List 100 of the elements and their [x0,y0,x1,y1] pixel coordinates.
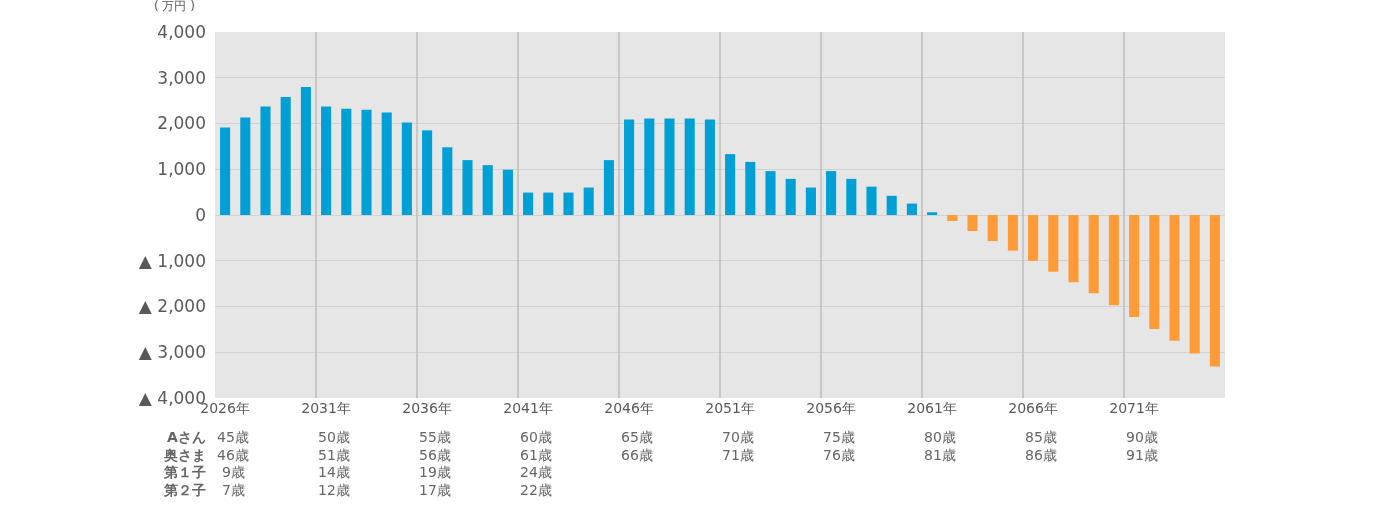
bar [563,192,574,215]
x-tick-label: 2041年 [503,400,553,416]
bar [765,171,776,215]
x-tick-label: 2066年 [1008,400,1058,416]
bar [1189,215,1200,354]
bar [300,86,311,215]
text: 第２子 [163,482,206,498]
bar [927,212,938,215]
y-tick-label: 3,000 [157,67,206,88]
bar [220,127,231,215]
bar [624,119,635,215]
text: 19歳 [419,464,451,480]
bar [866,186,877,215]
y-tick-label: 2,000 [157,113,206,134]
bar [826,171,837,215]
bar [381,112,392,215]
text: 55歳 [419,429,451,445]
bar [260,106,271,215]
bar [240,117,251,215]
text: 50歳 [318,429,350,445]
bar [502,169,513,215]
bar [1149,215,1160,329]
text: 85歳 [1025,429,1057,445]
bar [906,203,917,215]
text: 76歳 [823,447,855,463]
text: 75歳 [823,429,855,445]
x-tick-label: 2061年 [907,400,957,416]
text: 22歳 [520,482,552,498]
y-axis-title: ( 万円 ) [154,0,195,13]
bar [644,118,655,215]
text: 7歳 [222,482,245,498]
bar [684,118,695,215]
bar [664,118,675,215]
bar [745,161,756,215]
bar [785,178,796,215]
text: 60歳 [520,429,552,445]
bar [805,187,816,215]
text: 90歳 [1126,429,1158,445]
bar [422,130,433,215]
text: 17歳 [419,482,451,498]
bar [704,119,715,215]
bar [1169,215,1180,341]
y-tick-label: ▲ 3,000 [138,342,206,363]
text: 14歳 [318,464,350,480]
bar [401,122,412,215]
bar [321,106,332,215]
bar [725,154,736,215]
bar [1088,215,1099,294]
text: 91歳 [1126,447,1158,463]
y-tick-label: 0 [195,204,206,225]
bar [947,215,958,221]
bar [1028,215,1039,261]
bar [1048,215,1059,272]
x-tick-label: 2056年 [806,400,856,416]
bar [462,160,473,215]
text: 66歳 [621,447,653,463]
bar [361,109,372,215]
bar [967,215,978,232]
x-tick-label: 2031年 [301,400,351,416]
text: 46歳 [217,447,249,463]
text: 12歳 [318,482,350,498]
text: 45歳 [217,429,249,445]
x-tick-label: 2046年 [604,400,654,416]
text: 71歳 [722,447,754,463]
bar [583,187,594,215]
bar [846,178,857,215]
x-tick-label: 2036年 [402,400,452,416]
y-tick-label: 1,000 [157,159,206,180]
text: Aさん [167,429,206,445]
bar [1007,215,1018,251]
text: 第１子 [163,464,206,480]
text: 70歳 [722,429,754,445]
x-tick-label: 2071年 [1109,400,1159,416]
text: 56歳 [419,447,451,463]
bar [280,96,291,215]
bar [1209,215,1220,367]
text: 65歳 [621,429,653,445]
y-tick-label: 4,000 [157,21,206,42]
bar [543,192,554,215]
text: 奥さま [163,447,206,463]
bar [886,195,897,215]
bar [341,108,352,215]
bar [603,160,614,215]
y-tick-label: ▲ 1,000 [138,250,206,271]
bar [1108,215,1119,306]
bar [442,147,453,215]
bar [523,192,534,215]
text: 86歳 [1025,447,1057,463]
text: 9歳 [222,464,245,480]
text: 24歳 [520,464,552,480]
bar [1129,215,1140,318]
text: 80歳 [924,429,956,445]
text: 51歳 [318,447,350,463]
text: 61歳 [520,447,552,463]
x-tick-label: 2051年 [705,400,755,416]
bar [1068,215,1079,283]
bar [482,165,493,215]
bar [987,215,998,242]
y-tick-label: ▲ 2,000 [138,296,206,317]
text: 81歳 [924,447,956,463]
